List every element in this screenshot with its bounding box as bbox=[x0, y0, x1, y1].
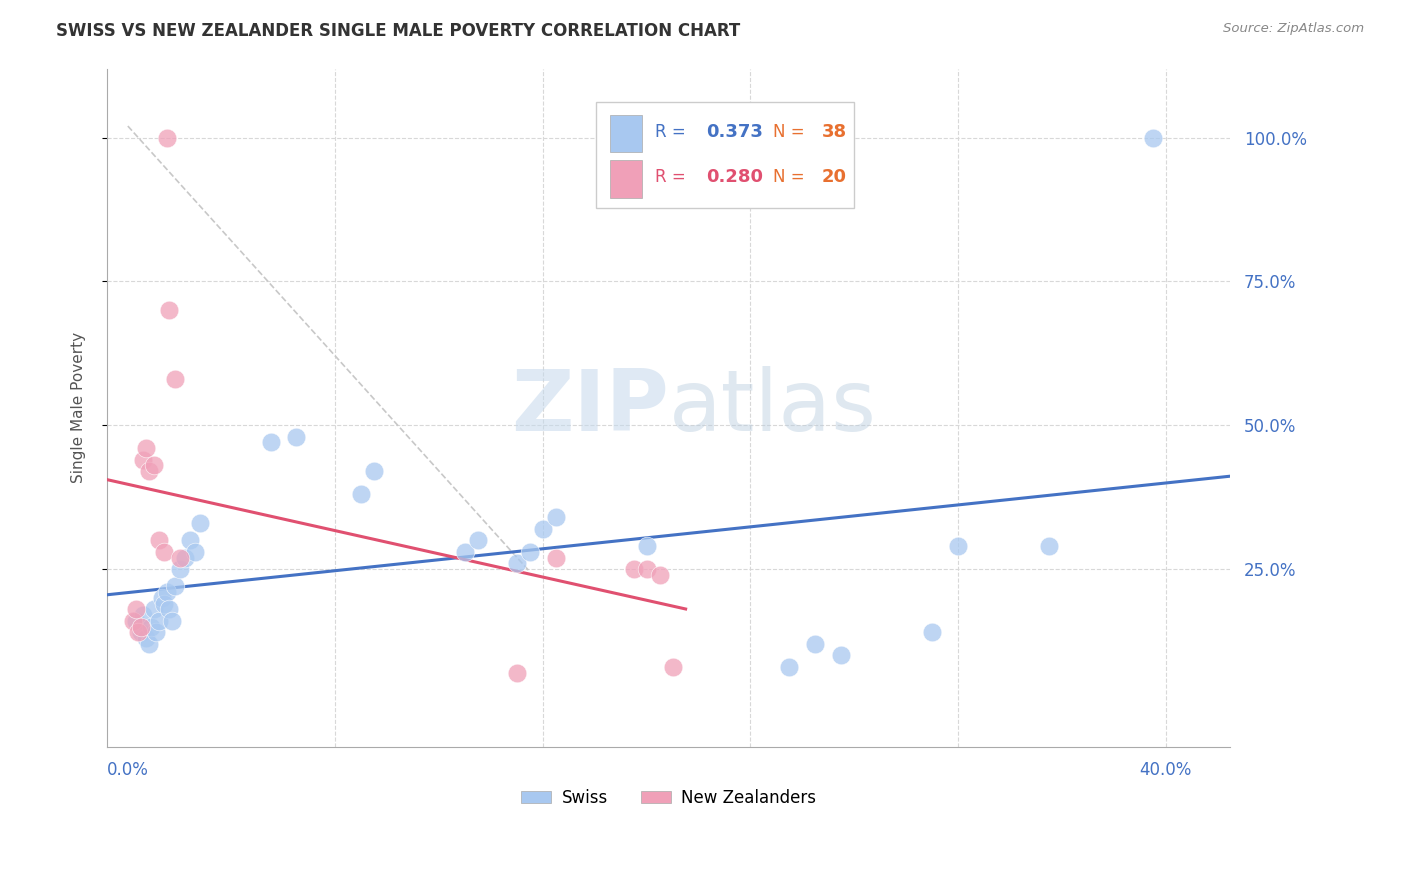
Point bbox=[169, 562, 191, 576]
Point bbox=[830, 648, 852, 663]
Point bbox=[1142, 130, 1164, 145]
Point bbox=[157, 303, 180, 318]
Point bbox=[153, 545, 176, 559]
Point bbox=[148, 533, 170, 548]
Point bbox=[506, 665, 529, 680]
Point bbox=[946, 539, 969, 553]
Text: Source: ZipAtlas.com: Source: ZipAtlas.com bbox=[1223, 22, 1364, 36]
Point bbox=[350, 487, 373, 501]
Text: 0.280: 0.280 bbox=[706, 169, 763, 186]
Text: N =: N = bbox=[773, 123, 810, 141]
Point bbox=[544, 510, 567, 524]
Point bbox=[544, 550, 567, 565]
Point bbox=[148, 614, 170, 628]
Text: atlas: atlas bbox=[669, 367, 877, 450]
Text: SWISS VS NEW ZEALANDER SINGLE MALE POVERTY CORRELATION CHART: SWISS VS NEW ZEALANDER SINGLE MALE POVER… bbox=[56, 22, 741, 40]
Point bbox=[163, 372, 186, 386]
Point bbox=[150, 591, 173, 605]
Point bbox=[132, 607, 155, 622]
FancyBboxPatch shape bbox=[610, 161, 641, 197]
Point bbox=[921, 625, 943, 640]
Point bbox=[190, 516, 212, 530]
Point bbox=[778, 660, 800, 674]
Point bbox=[163, 579, 186, 593]
Point bbox=[124, 614, 146, 628]
Y-axis label: Single Male Poverty: Single Male Poverty bbox=[72, 333, 86, 483]
Point bbox=[1038, 539, 1060, 553]
Point bbox=[153, 597, 176, 611]
Point bbox=[454, 545, 477, 559]
FancyBboxPatch shape bbox=[596, 103, 853, 208]
Point bbox=[145, 625, 167, 640]
Text: ZIP: ZIP bbox=[510, 367, 669, 450]
Point bbox=[169, 550, 191, 565]
Point bbox=[636, 562, 658, 576]
Legend: Swiss, New Zealanders: Swiss, New Zealanders bbox=[515, 782, 823, 814]
Point bbox=[160, 614, 183, 628]
Point bbox=[142, 602, 165, 616]
Point bbox=[285, 430, 308, 444]
Text: R =: R = bbox=[655, 169, 692, 186]
Point bbox=[129, 619, 152, 633]
Point bbox=[623, 562, 645, 576]
Point bbox=[636, 539, 658, 553]
Point bbox=[184, 545, 207, 559]
Point bbox=[142, 458, 165, 473]
Point bbox=[141, 619, 163, 633]
Text: 38: 38 bbox=[821, 123, 846, 141]
Point bbox=[122, 614, 145, 628]
Point bbox=[467, 533, 489, 548]
Point bbox=[135, 441, 157, 455]
Point bbox=[132, 452, 155, 467]
Point bbox=[506, 556, 529, 570]
Point bbox=[135, 631, 157, 645]
Point bbox=[531, 522, 554, 536]
Point bbox=[179, 533, 201, 548]
Point bbox=[138, 637, 160, 651]
Point bbox=[804, 637, 827, 651]
Point bbox=[157, 602, 180, 616]
Text: N =: N = bbox=[773, 169, 810, 186]
Point bbox=[648, 567, 671, 582]
Text: R =: R = bbox=[655, 123, 692, 141]
Point bbox=[124, 602, 146, 616]
Point bbox=[363, 464, 385, 478]
Point bbox=[661, 660, 683, 674]
Point bbox=[129, 625, 152, 640]
Text: 0.373: 0.373 bbox=[706, 123, 762, 141]
Point bbox=[519, 545, 541, 559]
Point bbox=[156, 130, 179, 145]
Point bbox=[138, 464, 160, 478]
Text: 20: 20 bbox=[821, 169, 846, 186]
Point bbox=[127, 625, 149, 640]
FancyBboxPatch shape bbox=[610, 115, 641, 153]
Point bbox=[156, 585, 179, 599]
Point bbox=[174, 550, 197, 565]
Point bbox=[259, 435, 281, 450]
